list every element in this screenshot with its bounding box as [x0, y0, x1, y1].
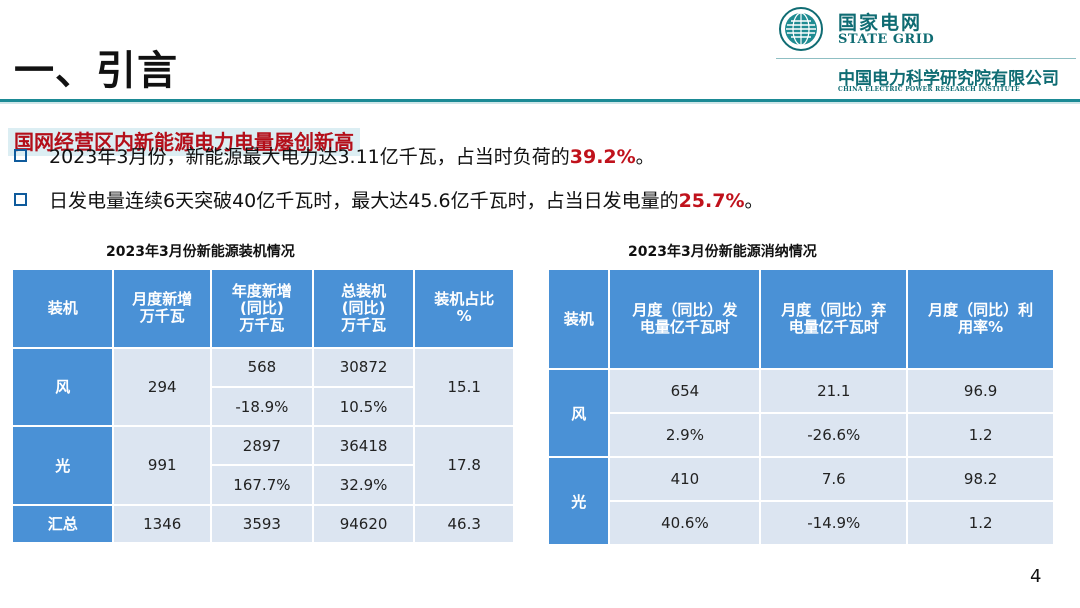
cell-generation-yoy: 2.9% [610, 414, 760, 456]
bullet-text: 2023年3月份，新能源最大电力达3.11亿千瓦，占当时负荷的 [49, 146, 570, 168]
col-header: 装机 [549, 270, 609, 368]
row-label-wind: 风 [13, 348, 113, 426]
row-label-solar: 光 [13, 427, 113, 504]
table-row: 光 410 7.6 98.2 [549, 458, 1053, 544]
cell-annual: 3593 [212, 505, 312, 542]
page-title: 一、引言 [14, 48, 178, 94]
installed-capacity-table: 装机 月度新增 万千瓦 年度新增 (同比) 万千瓦 总装机 (同比) 万千瓦 装机占比% … [11, 268, 515, 544]
page-number: 4 [1030, 566, 1042, 587]
cell-generation-yoy: 40.6% [610, 502, 760, 544]
cell-utilization-yoy: 1.2 [908, 414, 1053, 456]
bullet-item: 日发电量连续6天突破40亿千瓦时，最大达45.6亿千瓦时，占当日发电量的25.7… [14, 187, 764, 215]
logo-divider [776, 58, 1076, 59]
company-name-en: CHINA ELECTRIC POWER RESEARCH INSTITUTE [838, 86, 1020, 93]
row-label-solar: 光 [549, 458, 609, 544]
bullet-square-icon [14, 149, 27, 162]
cell-share: 15.1 [415, 348, 513, 426]
cell-total-yoy: 32.9% [313, 466, 414, 504]
bullet-text-end: 。 [635, 146, 655, 168]
cell-monthly: 1346 [114, 505, 211, 542]
company-name-cn: 中国电力科学研究院有限公司 [838, 69, 1059, 89]
cell-utilization: 98.2 [908, 458, 1053, 500]
row-label-wind: 风 [549, 370, 609, 456]
col-header: 月度新增 万千瓦 [114, 270, 211, 347]
col-header: 装机 [13, 270, 113, 347]
table2-caption: 2023年3月份新能源消纳情况 [628, 244, 817, 260]
bullet-item: 2023年3月份，新能源最大电力达3.11亿千瓦，占当时负荷的39.2%。 [14, 143, 655, 171]
table-row: 167.7% 32.9% [13, 466, 513, 504]
cell-curtailment: 7.6 [761, 458, 907, 500]
highlight-value: 25.7% [678, 190, 745, 212]
title-divider [0, 99, 1080, 102]
table-row: 风 654 21.1 96.9 [549, 370, 1053, 456]
cell-curtailment-yoy: -26.6% [761, 414, 907, 456]
table-row: 风 294 568 30872 15.1 [13, 348, 513, 426]
cell-annual-yoy: -18.9% [212, 387, 312, 426]
cell-annual-yoy: 167.7% [212, 466, 312, 504]
cell-utilization-yoy: 1.2 [908, 502, 1053, 544]
bullet-square-icon [14, 193, 27, 206]
cell-curtailment: 21.1 [761, 370, 907, 412]
cell-curtailment-yoy: -14.9% [761, 502, 907, 544]
bullet-text: 日发电量连续6天突破40亿千瓦时，最大达45.6亿千瓦时，占当日发电量的 [49, 190, 679, 212]
row-label-sum: 汇总 [13, 505, 113, 542]
cell-utilization: 96.9 [908, 370, 1053, 412]
cell-total: 36418 [313, 427, 414, 465]
col-header: 装机占比% [415, 270, 513, 347]
logo-name-cn: 国家电网 [838, 12, 923, 34]
cell-generation: 410 [610, 458, 760, 500]
col-header: 总装机 (同比) 万千瓦 [313, 270, 414, 347]
table-row: 40.6% -14.9% 1.2 [549, 502, 1053, 544]
state-grid-emblem-icon [779, 7, 823, 51]
cell-share: 46.3 [415, 505, 513, 542]
cell-monthly: 991 [114, 427, 211, 504]
consumption-table: 装机 月度（同比）发 电量亿千瓦时 月度（同比）弃 电量亿千瓦时 月度（同比）利 用率… [547, 268, 1055, 546]
cell-monthly: 294 [114, 348, 211, 426]
section-banner: 国网经营区内新能源电力电量屡创新高 [8, 128, 360, 156]
bullet-text-end: 。 [744, 190, 764, 212]
state-grid-logo: 国家电网 STATE GRID 中国电力科学研究院有限公司 CHINA ELEC… [776, 2, 1076, 94]
highlight-value: 39.2% [569, 146, 636, 168]
cell-annual: 568 [212, 348, 312, 386]
table-row: 汇总 1346 3593 94620 46.3 [13, 505, 513, 542]
cell-share: 17.8 [415, 427, 513, 504]
table-row: 光 991 2897 36418 17.8 [13, 427, 513, 504]
cell-total: 94620 [313, 505, 414, 542]
cell-annual: 2897 [212, 427, 312, 465]
col-header: 年度新增 (同比) 万千瓦 [212, 270, 312, 347]
table-row: -18.9% 10.5% [13, 387, 513, 426]
cell-generation: 654 [610, 370, 760, 412]
col-header: 月度（同比）利 用率% [908, 270, 1053, 368]
table-row: 2.9% -26.6% 1.2 [549, 414, 1053, 456]
table1-caption: 2023年3月份新能源装机情况 [106, 244, 295, 260]
col-header: 月度（同比）弃 电量亿千瓦时 [761, 270, 907, 368]
cell-total-yoy: 10.5% [313, 387, 414, 426]
cell-total: 30872 [313, 348, 414, 386]
title-divider-shadow [0, 102, 1080, 104]
logo-name-en: STATE GRID [838, 32, 935, 47]
col-header: 月度（同比）发 电量亿千瓦时 [610, 270, 760, 368]
